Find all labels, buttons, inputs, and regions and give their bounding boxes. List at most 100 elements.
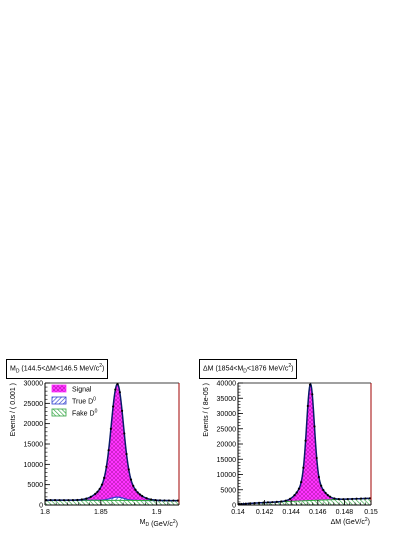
data-point — [85, 497, 88, 500]
data-point — [134, 488, 137, 491]
data-point — [49, 499, 52, 502]
data-point — [109, 427, 112, 430]
title-main: ΔM (1854<M — [203, 365, 244, 373]
data-point — [322, 489, 325, 492]
data-point — [118, 391, 121, 394]
chart-title: MD (144.5<ΔM<146.5 MeV/c2) — [6, 359, 109, 379]
x-tick-label: 0.148 — [336, 509, 354, 516]
title-end: ) — [291, 365, 294, 373]
data-point — [304, 439, 307, 442]
y-tick-label: 25000 — [217, 426, 237, 433]
legend-swatch — [51, 396, 67, 405]
legend-label: Signal — [72, 387, 92, 394]
data-point — [364, 497, 367, 500]
y-tick-label: 10000 — [24, 462, 44, 469]
data-point — [172, 499, 175, 502]
data-point — [244, 502, 247, 505]
data-point — [315, 456, 318, 460]
x-axis-label: ΔM (GeV/c2) — [331, 517, 370, 526]
data-point — [125, 452, 128, 456]
data-point — [308, 383, 312, 386]
y-tick-label: 30000 — [217, 411, 237, 418]
data-point — [136, 491, 139, 494]
data-point — [167, 499, 171, 502]
data-point — [306, 404, 309, 408]
y-axis-label: Events / ( 0.001 ) — [10, 383, 17, 436]
data-point — [337, 498, 340, 501]
data-point — [176, 499, 179, 502]
x-tick-label: 0.15 — [364, 509, 378, 516]
title-sup: 2 — [288, 363, 292, 369]
data-point — [145, 497, 148, 500]
data-point — [127, 468, 130, 471]
y-tick-label: 35000 — [217, 396, 237, 403]
x-axis-label: MD (GeV/c2) — [140, 519, 178, 528]
y-tick-label: 15000 — [217, 457, 237, 464]
data-point — [94, 492, 97, 496]
x-tick-label: 0.142 — [256, 509, 274, 516]
data-point — [89, 495, 92, 498]
data-point — [280, 500, 283, 503]
data-point — [149, 498, 153, 501]
y-axis-label: Events / ( 8e-05 ) — [203, 383, 210, 437]
data-point — [284, 499, 287, 502]
y-tick-label: 0 — [232, 503, 236, 510]
data-point — [271, 501, 274, 504]
data-point — [132, 484, 135, 487]
fake-d0-area — [238, 498, 371, 505]
data-point — [262, 501, 265, 504]
data-point — [346, 497, 349, 501]
y-tick-label: 15000 — [24, 442, 44, 449]
data-point — [324, 491, 327, 495]
data-point — [295, 491, 298, 494]
data-point — [326, 494, 329, 497]
y-tick-label: 40000 — [217, 381, 237, 388]
y-tick-label: 0 — [39, 503, 43, 510]
legend-swatch — [51, 408, 67, 417]
y-tick-label: 25000 — [24, 401, 44, 408]
legend-label: True D0 — [72, 397, 96, 406]
data-point — [368, 497, 371, 500]
y-tick-label: 20000 — [24, 421, 44, 428]
y-tick-label: 5000 — [27, 482, 43, 489]
data-point — [58, 499, 61, 502]
title-rest: <1876 MeV/c — [246, 365, 289, 373]
x-tick-label: 0.144 — [282, 509, 300, 516]
data-point — [300, 481, 303, 484]
data-point — [317, 475, 321, 479]
data-point — [266, 501, 270, 504]
data-point — [351, 497, 354, 501]
data-point — [138, 493, 142, 496]
legend-swatch — [51, 384, 67, 393]
signal-area — [45, 384, 179, 505]
title-sub: D — [243, 368, 247, 375]
data-point — [112, 405, 115, 408]
y-tick-label: 20000 — [217, 442, 237, 449]
data-point — [53, 499, 57, 502]
x-tick-label: 1.8 — [40, 509, 50, 516]
title-main: M — [10, 365, 16, 373]
y-tick-label: 10000 — [217, 472, 237, 479]
data-point — [107, 449, 110, 452]
data-point — [114, 388, 117, 391]
data-point — [333, 497, 336, 500]
data-point — [98, 487, 101, 491]
data-point — [293, 494, 296, 497]
data-point — [275, 500, 278, 504]
data-point — [80, 498, 83, 501]
data-point — [320, 484, 323, 487]
mass-fit-panel: 1.8 1.85 1.9 0 5000 10000 15000 20000 25000 30000… — [10, 381, 180, 528]
data-point — [359, 497, 363, 500]
data-point — [103, 476, 106, 479]
data-point — [355, 497, 358, 500]
true-d0-area — [45, 497, 179, 501]
x-tick-label: 0.14 — [231, 509, 245, 516]
data-point — [154, 499, 157, 502]
data-point — [158, 499, 162, 502]
y-tick-label: 30000 — [24, 381, 44, 388]
data-point — [96, 490, 99, 493]
data-point — [249, 502, 252, 505]
data-point — [76, 498, 79, 502]
data-point — [71, 499, 75, 502]
